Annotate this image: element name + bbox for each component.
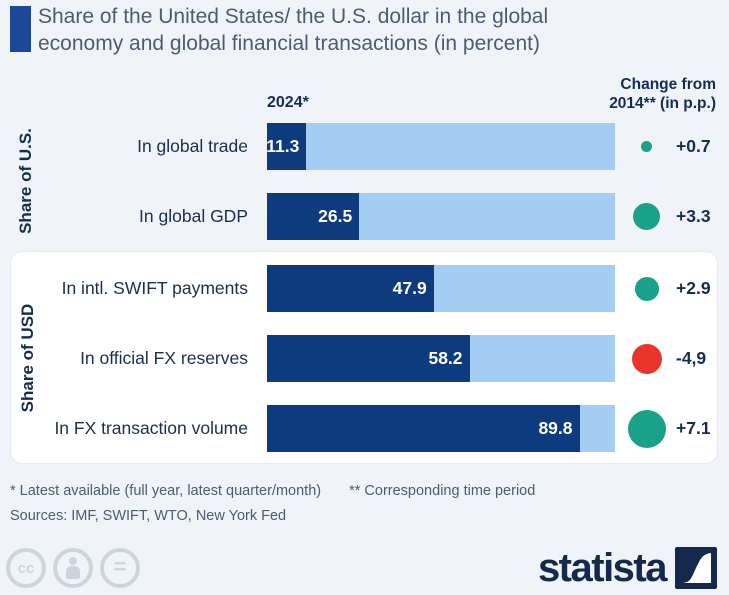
change-value: +2.9 <box>676 278 711 298</box>
chart-row-fx-reserves: In official FX reserves 58.2 -4,9 <box>0 335 729 382</box>
chart-title: Share of the United States/ the U.S. dol… <box>38 3 710 57</box>
change-dot-cell <box>618 405 675 452</box>
change-value: -4,9 <box>676 348 707 368</box>
bar-value: 47.9 <box>392 278 427 298</box>
change-dot <box>641 141 652 152</box>
bar-fill: 58.2 <box>267 335 470 382</box>
row-label: In FX transaction volume <box>54 418 248 438</box>
footnote-corresponding-period: ** Corresponding time period <box>349 483 536 499</box>
row-label: In official FX reserves <box>80 348 248 368</box>
bar-track: 11.3 <box>266 123 615 170</box>
change-dot-cell <box>618 123 675 170</box>
cc-nd-icon[interactable]: = <box>100 548 140 588</box>
chart-row-global-gdp: In global GDP 26.5 +3.3 <box>0 193 729 240</box>
bar-fill: 26.5 <box>267 193 360 240</box>
bar-value: 11.3 <box>266 136 300 156</box>
bar-track: 47.9 <box>267 265 615 312</box>
equals-icon: = <box>113 554 127 579</box>
column-header-change: Change from 2014** (in p.p.) <box>609 75 716 113</box>
change-dot <box>627 409 666 448</box>
column-header-year: 2024* <box>267 94 309 111</box>
bar-track: 58.2 <box>267 335 615 382</box>
chart-row-fx-transaction-volume: In FX transaction volume 89.8 +7.1 <box>0 405 729 452</box>
cc-license-icon[interactable]: cc <box>6 548 46 588</box>
cc-attribution-icon[interactable] <box>53 548 93 588</box>
bar-fill: 89.8 <box>267 405 580 452</box>
row-label: In global GDP <box>139 206 248 226</box>
footnotes: * Latest available (full year, latest qu… <box>10 483 535 499</box>
bar-fill: 47.9 <box>267 265 434 312</box>
change-value: +3.3 <box>676 206 711 226</box>
change-dot <box>634 276 659 301</box>
row-label: In global trade <box>137 136 248 156</box>
bar-value: 89.8 <box>538 418 573 438</box>
column-header-change-line1: Change from <box>620 76 716 93</box>
statista-logo-text: statista <box>537 546 668 590</box>
title-accent-bar <box>10 6 31 52</box>
chart-title-line1: Share of the United States/ the U.S. dol… <box>38 5 549 28</box>
bar-value: 58.2 <box>428 348 463 368</box>
person-icon <box>66 557 80 579</box>
chart-title-line2: economy and global financial transaction… <box>38 32 540 55</box>
change-value: +0.7 <box>676 136 711 156</box>
statista-logo-mark-icon <box>675 547 717 589</box>
bar-track: 26.5 <box>267 193 615 240</box>
row-label: In intl. SWIFT payments <box>61 278 248 298</box>
cc-license-label: cc <box>17 559 35 577</box>
bar-track: 89.8 <box>267 405 615 452</box>
statista-logo[interactable]: statista <box>538 547 717 589</box>
license-icons: cc = <box>6 548 140 588</box>
change-dot-cell <box>618 193 675 240</box>
chart-row-global-trade: In global trade 11.3 +0.7 <box>0 123 729 170</box>
bar-value: 26.5 <box>318 206 353 226</box>
change-dot-cell <box>618 335 675 382</box>
footnote-latest-available: * Latest available (full year, latest qu… <box>10 483 322 499</box>
change-dot <box>633 203 660 230</box>
change-dot-cell <box>618 265 675 312</box>
change-value: +7.1 <box>676 418 711 438</box>
sources-line: Sources: IMF, SWIFT, WTO, New York Fed <box>10 508 287 524</box>
bar-fill: 11.3 <box>266 123 307 170</box>
change-dot <box>631 343 662 374</box>
column-header-change-line2: 2014** (in p.p.) <box>609 95 716 112</box>
chart-row-swift-payments: In intl. SWIFT payments 47.9 +2.9 <box>0 265 729 312</box>
